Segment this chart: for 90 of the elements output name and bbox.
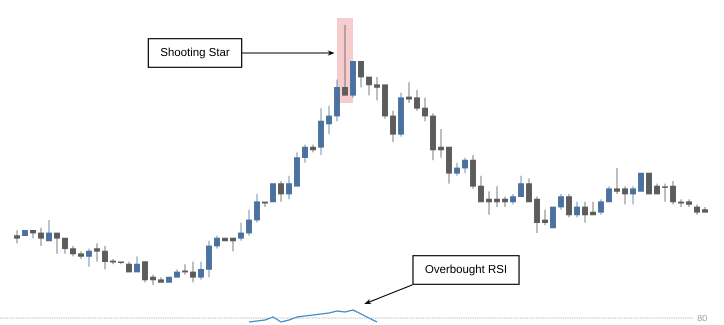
candlestick (222, 238, 228, 242)
candlestick (166, 276, 172, 283)
candlestick (454, 162, 460, 176)
candlestick (342, 24, 348, 96)
candlestick (510, 194, 516, 205)
candlestick (478, 175, 484, 202)
annotation: Overbought RSI (425, 264, 506, 276)
candlestick (662, 183, 668, 202)
candlestick (382, 84, 388, 120)
candlestick (86, 248, 92, 268)
candlestick (230, 238, 236, 252)
candlestick (278, 180, 284, 202)
candlestick (406, 82, 412, 104)
candlestick (22, 230, 28, 236)
candlestick (126, 261, 132, 272)
candlestick (502, 196, 508, 208)
candlestick (590, 201, 596, 216)
candlestick (430, 113, 436, 161)
candlestick (366, 76, 372, 96)
candlestick (686, 198, 692, 208)
candlestick (54, 232, 60, 254)
candlestick (566, 194, 572, 218)
candlestick (606, 186, 612, 202)
candlestick (142, 261, 148, 283)
candlestick (294, 152, 300, 187)
candlestick (422, 97, 428, 122)
candlestick (78, 250, 84, 260)
candlestick (486, 191, 492, 216)
candlestick (198, 261, 204, 280)
candlestick (558, 194, 564, 210)
candlestick (414, 90, 420, 112)
candlestick (326, 105, 332, 135)
candlestick (14, 230, 20, 244)
annotation: Shooting Star (160, 48, 230, 58)
candlestick (518, 175, 524, 197)
candlestick (670, 180, 676, 205)
candlestick (214, 235, 220, 249)
candlestick (630, 186, 636, 205)
candlestick (158, 276, 164, 283)
candlestick (614, 168, 620, 194)
candlestick (678, 198, 684, 208)
candlestick (542, 209, 548, 226)
candlestick (254, 194, 260, 223)
candlestick (182, 264, 188, 275)
candlestick (694, 204, 700, 216)
candlestick (638, 172, 644, 192)
candlestick (318, 108, 324, 156)
candlestick (550, 206, 556, 228)
candlestick (358, 61, 364, 88)
candlestick (526, 178, 532, 202)
candlestick (110, 258, 116, 265)
candlestick (598, 198, 604, 216)
candlestick (174, 269, 180, 278)
candlestick (390, 110, 396, 142)
candlestick (350, 61, 356, 98)
candlestick (46, 220, 52, 242)
candlestick (310, 144, 316, 153)
candlestick (270, 183, 276, 202)
candlestick (262, 201, 268, 208)
candlestick (646, 172, 652, 194)
candlestick (398, 92, 404, 138)
candlestick (702, 206, 708, 213)
candlestick (38, 227, 44, 246)
candlestick (30, 230, 36, 239)
candlestick (470, 154, 476, 190)
annotation: 80 (698, 314, 707, 322)
candlestick (438, 128, 444, 158)
candlestick (118, 261, 124, 265)
candlestick (374, 76, 380, 101)
candlestick (238, 222, 244, 242)
candlestick (94, 243, 100, 262)
candlestick (286, 175, 292, 200)
candlestick (446, 146, 452, 184)
candlestick (334, 79, 340, 122)
candlestick (574, 201, 580, 218)
candlestick (654, 183, 660, 194)
candlestick (494, 186, 500, 208)
candlestick (150, 274, 156, 286)
candlestick (190, 261, 196, 283)
candlestick (70, 246, 76, 257)
candlestick (534, 196, 540, 234)
candlestick (622, 186, 628, 205)
candlestick (102, 246, 108, 270)
candlestick (206, 240, 212, 278)
candlestick (246, 209, 252, 236)
candlestick (134, 256, 140, 272)
candlestick (62, 238, 68, 254)
candlestick (462, 157, 468, 174)
candlestick (582, 201, 588, 223)
candlestick (302, 144, 308, 164)
